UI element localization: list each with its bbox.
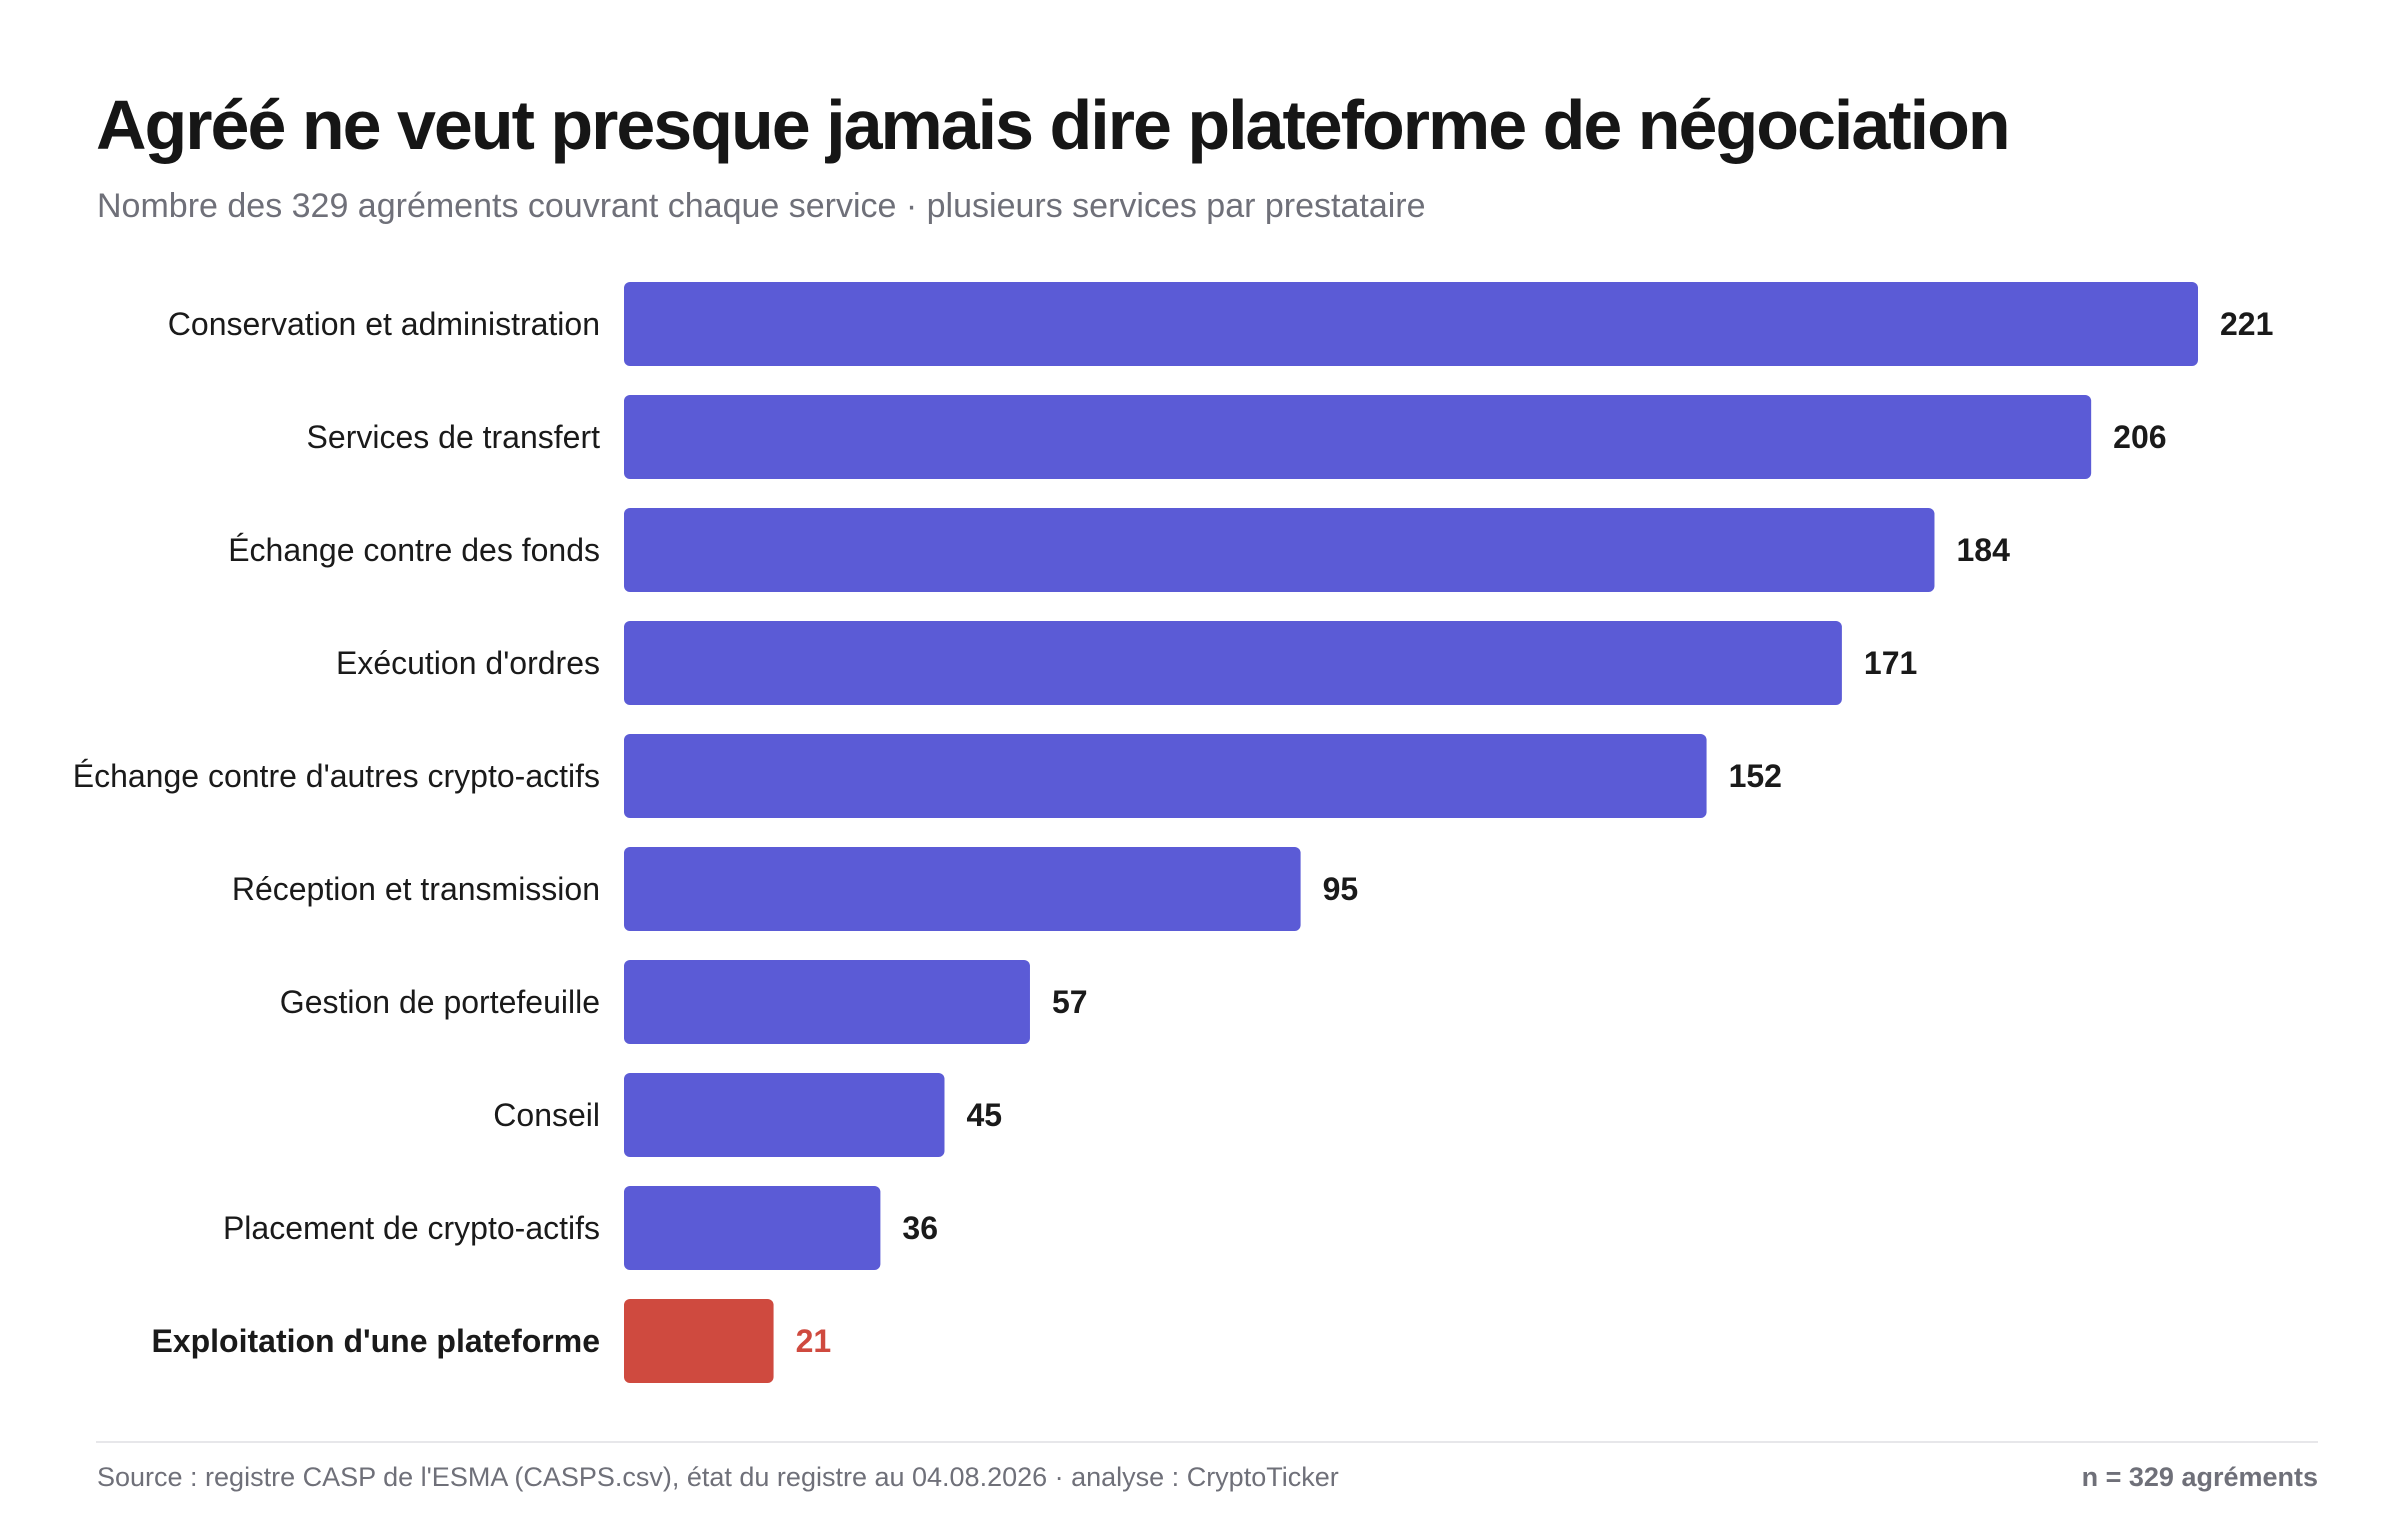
source-note: Source : registre CASP de l'ESMA (CASPS.… xyxy=(97,1462,1339,1492)
category-label-services-de-transfert: Services de transfert xyxy=(307,419,601,455)
chart-subtitle: Nombre des 329 agréments couvrant chaque… xyxy=(97,187,1426,225)
value-label-conservation-et-administration: 221 xyxy=(2220,306,2273,342)
value-label-placement-de-crypto-actifs: 36 xyxy=(902,1210,938,1246)
bar-placement-de-crypto-actifs xyxy=(624,1186,881,1270)
bar-echange-contre-des-fonds xyxy=(624,508,1935,592)
bar-conservation-et-administration xyxy=(624,282,2198,366)
bar-services-de-transfert xyxy=(624,395,2092,479)
category-label-execution-d-ordres: Exécution d'ordres xyxy=(336,645,600,681)
value-label-reception-et-transmission: 95 xyxy=(1323,871,1359,907)
value-label-exploitation-d-une-plateforme: 21 xyxy=(796,1323,832,1359)
bar-exploitation-d-une-plateforme xyxy=(624,1299,774,1383)
bar-chart: Conservation et administration 221 Service… xyxy=(73,282,2273,1383)
chart-title: Agréé ne veut presque jamais dire platef… xyxy=(96,86,2011,164)
category-label-echange-contre-d-autres-crypto-actifs: Échange contre d'autres crypto-actifs xyxy=(73,758,600,794)
bar-conseil xyxy=(624,1073,945,1157)
category-label-gestion-de-portefeuille: Gestion de portefeuille xyxy=(280,984,600,1020)
bar-echange-contre-d-autres-crypto-actifs xyxy=(624,734,1707,818)
category-label-conseil: Conseil xyxy=(493,1097,600,1133)
sample-size-note: n = 329 agréments xyxy=(2081,1462,2318,1492)
category-label-reception-et-transmission: Réception et transmission xyxy=(232,871,600,907)
footer-divider xyxy=(96,1441,2318,1443)
value-label-execution-d-ordres: 171 xyxy=(1864,645,1917,681)
bar-execution-d-ordres xyxy=(624,621,1842,705)
category-label-exploitation-d-une-plateforme: Exploitation d'une plateforme xyxy=(151,1323,600,1359)
value-label-echange-contre-des-fonds: 184 xyxy=(1956,532,2010,568)
category-label-placement-de-crypto-actifs: Placement de crypto-actifs xyxy=(223,1210,600,1246)
category-label-conservation-et-administration: Conservation et administration xyxy=(168,306,600,342)
value-label-conseil: 45 xyxy=(966,1097,1002,1133)
value-label-echange-contre-d-autres-crypto-actifs: 152 xyxy=(1729,758,1782,794)
value-label-gestion-de-portefeuille: 57 xyxy=(1052,984,1088,1020)
bar-gestion-de-portefeuille xyxy=(624,960,1030,1044)
value-label-services-de-transfert: 206 xyxy=(2113,419,2166,455)
category-label-echange-contre-des-fonds: Échange contre des fonds xyxy=(228,532,600,568)
bar-reception-et-transmission xyxy=(624,847,1301,931)
